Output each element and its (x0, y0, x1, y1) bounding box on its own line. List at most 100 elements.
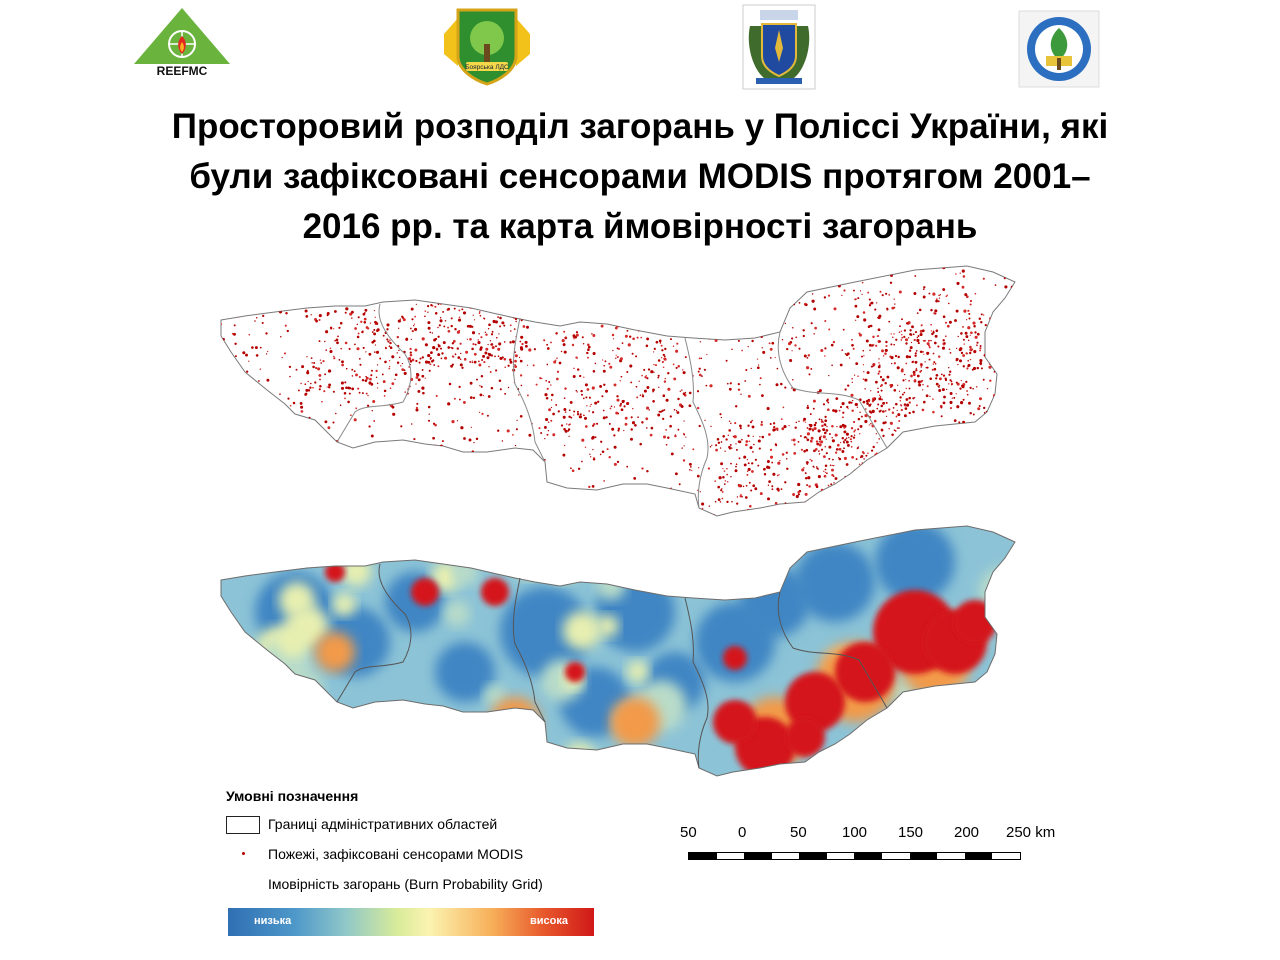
fire-dot (692, 448, 695, 451)
fire-dot (766, 406, 770, 411)
fire-dot (714, 500, 717, 503)
fire-dot (424, 501, 428, 505)
fire-dot (884, 381, 887, 385)
fire-dot (715, 444, 718, 447)
fire-dot (397, 319, 401, 323)
fire-dot (861, 462, 863, 464)
fire-dot (496, 300, 500, 304)
fire-dot (552, 433, 556, 437)
fire-dot (427, 321, 431, 325)
fire-dot (575, 333, 579, 337)
fire-dot (396, 361, 400, 365)
fire-dot (981, 266, 985, 270)
fire-dot (546, 363, 549, 366)
fire-dot (604, 360, 607, 363)
fire-dot (726, 467, 728, 470)
fire-dot (451, 472, 454, 475)
fire-dot (581, 393, 583, 396)
fire-dot (698, 424, 701, 428)
fire-dot (894, 447, 896, 450)
fire-dot (697, 370, 700, 373)
fire-dot (299, 494, 303, 498)
fire-dot (409, 359, 413, 363)
fire-dot (841, 402, 845, 406)
fire-dot (941, 443, 943, 446)
fire-dot (577, 295, 581, 299)
fire-dot (941, 514, 944, 516)
fire-dot (717, 441, 721, 445)
fire-dot (356, 294, 359, 297)
fire-dot (709, 384, 713, 388)
fire-dot (477, 339, 480, 341)
fire-dot (1023, 386, 1025, 388)
fire-dot (478, 332, 480, 335)
fire-dot (658, 301, 661, 303)
fire-dot (435, 517, 437, 519)
fire-dot (384, 267, 388, 271)
fire-dot (859, 433, 861, 435)
fire-dot (616, 395, 619, 398)
fire-dot (746, 333, 749, 336)
fire-dot (332, 421, 335, 424)
fire-dot (280, 335, 282, 338)
scale-label: 50 (790, 824, 807, 841)
fire-dot (568, 424, 570, 426)
fire-dot (909, 332, 912, 336)
fire-dot (949, 505, 952, 508)
fire-dot (875, 380, 878, 384)
fire-dot (962, 325, 964, 328)
fire-dot (791, 439, 793, 441)
fire-dot (480, 336, 483, 339)
probability-blob (490, 697, 540, 747)
fire-dot (551, 294, 555, 298)
fire-dot (634, 424, 637, 427)
fire-dot (424, 377, 426, 379)
fire-dot (670, 338, 672, 341)
fire-dot (318, 373, 322, 377)
fire-dot (365, 375, 367, 378)
fire-dot (935, 298, 938, 301)
fire-dot (424, 310, 427, 312)
fire-dot (908, 355, 912, 359)
fire-dot (898, 444, 901, 447)
fire-dot (915, 349, 918, 352)
fire-dot (471, 304, 473, 306)
fire-dot (709, 304, 712, 306)
fire-dot (498, 379, 502, 382)
fire-dot (960, 332, 963, 335)
fire-dot (880, 461, 883, 464)
fire-dot (351, 375, 354, 377)
fire-dot (891, 411, 895, 414)
fire-dot (438, 296, 441, 300)
fire-dot (816, 442, 820, 446)
fire-dot (478, 360, 480, 363)
fire-dot (317, 460, 319, 462)
fire-dot (476, 510, 479, 513)
fire-dot (983, 406, 986, 410)
fire-dot (509, 360, 513, 364)
fire-dot (560, 350, 563, 353)
fire-dot (876, 452, 878, 454)
fire-dot (652, 289, 655, 292)
fire-dot (381, 463, 384, 467)
fire-dot (818, 441, 821, 443)
fire-dot (831, 424, 834, 428)
fire-dot (511, 508, 513, 510)
fire-dot (897, 355, 900, 359)
fire-dot (501, 321, 505, 325)
fire-dot (403, 506, 406, 509)
fire-dot (900, 330, 903, 332)
fire-dot (769, 448, 773, 452)
fire-dot (453, 397, 456, 400)
fire-dot (888, 427, 890, 430)
fire-dot (813, 307, 817, 311)
fire-dot (233, 332, 236, 336)
fire-dot (371, 340, 375, 344)
fire-dot (889, 355, 892, 358)
fire-dot (489, 497, 493, 501)
fire-dot (300, 382, 302, 385)
fire-dot (681, 389, 683, 391)
fire-dot (803, 354, 807, 358)
fire-dot (283, 352, 287, 355)
fire-dot (928, 358, 931, 361)
